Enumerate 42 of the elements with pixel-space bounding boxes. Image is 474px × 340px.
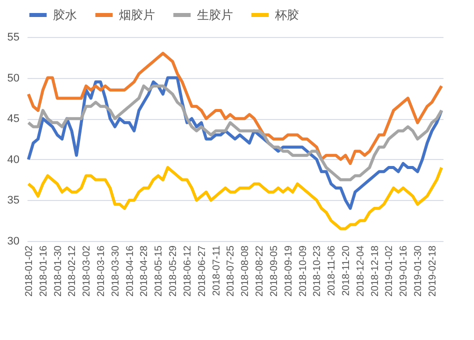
x-tick-label: 2019-01-16 [398, 245, 410, 297]
x-tick-label: 2018-09-19 [283, 245, 294, 297]
x-tick-label: 2018-10-09 [298, 245, 309, 297]
x-tick-label: 2018-11-20 [340, 245, 352, 296]
x-tick-label: 2018-07-11 [211, 245, 222, 296]
x-tick-label: 2018-01-16 [38, 245, 50, 297]
x-tick-label: 2018-06-27 [196, 245, 208, 297]
x-tick-label: 2019-01-30 [413, 245, 424, 297]
x-tick-label: 2018-10-23 [312, 245, 324, 297]
x-tick-label: 2018-06-12 [182, 245, 194, 297]
x-tick-label: 2018-12-18 [370, 245, 381, 297]
x-tick-label: 2018-07-25 [226, 245, 237, 297]
y-tick-label: 35 [7, 194, 20, 207]
x-tick-label: 2018-02-12 [67, 245, 78, 297]
line-series [26, 84, 444, 182]
line-series [26, 166, 444, 230]
legend-label: 生胶片 [197, 8, 233, 22]
y-tick-label: 30 [7, 236, 20, 248]
legend-label: 胶水 [53, 8, 77, 22]
x-tick-label: 2018-01-30 [52, 245, 64, 297]
x-tick-label: 2018-04-28 [139, 245, 150, 297]
x-tick-label: 2018-03-16 [96, 245, 107, 297]
x-tick-label: 2018-05-29 [168, 245, 180, 297]
x-tick-label: 2018-05-15 [154, 245, 165, 297]
x-tick-label: 2018-08-22 [254, 245, 266, 297]
x-tick-label: 2018-01-02 [24, 245, 35, 297]
y-tick-label: 55 [7, 32, 20, 44]
x-tick-label: 2018-12-04 [355, 245, 366, 297]
x-tick-label: 2019-02-18 [427, 245, 438, 297]
y-tick-label: 50 [7, 72, 20, 84]
x-tick-label: 2018-03-02 [82, 245, 93, 297]
y-tick-label: 40 [7, 154, 20, 166]
x-tick-label: 2018-04-16 [124, 245, 136, 297]
legend-label: 杯胶 [274, 8, 299, 22]
x-tick-label: 2018-08-08 [240, 245, 252, 297]
y-tick-label: 45 [7, 113, 20, 126]
legend-label: 烟胶片 [119, 8, 155, 22]
line-series [26, 52, 444, 165]
x-tick-label: 2018-09-05 [268, 245, 280, 297]
x-tick-label: 2018-11-06 [326, 245, 338, 296]
x-tick-label: 2019-01-02 [384, 245, 396, 297]
x-tick-label: 2018-03-30 [110, 245, 122, 297]
